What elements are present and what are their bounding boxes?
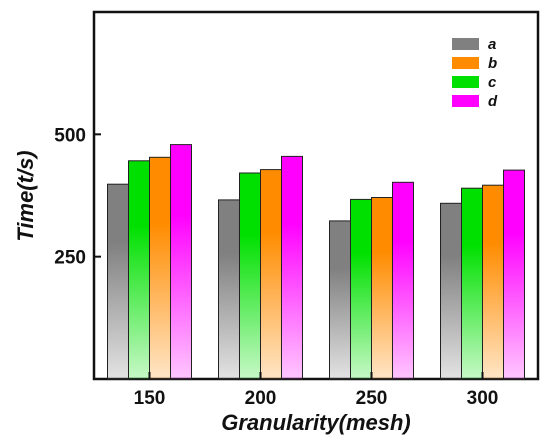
legend-swatch-d xyxy=(452,95,479,107)
bar-c-200 xyxy=(239,172,261,380)
y-tick-label-250: 250 xyxy=(54,248,86,269)
bar-d-150 xyxy=(170,144,192,380)
bar-a-250 xyxy=(329,220,351,380)
legend-label-d: d xyxy=(488,93,498,110)
bar-c-300 xyxy=(461,187,483,380)
x-tick-label-200: 200 xyxy=(245,388,277,409)
bar-b-200 xyxy=(260,169,282,380)
x-tick-label-150: 150 xyxy=(134,388,166,409)
bar-c-150 xyxy=(128,160,150,380)
x-tick-label-250: 250 xyxy=(356,388,388,409)
bar-b-250 xyxy=(371,197,393,380)
bar-c-250 xyxy=(350,198,372,380)
y-tick-label-500: 500 xyxy=(54,125,86,146)
legend-label-b: b xyxy=(488,55,497,72)
bar-a-200 xyxy=(218,199,240,380)
bar-d-200 xyxy=(281,155,303,380)
legend-label-a: a xyxy=(488,36,496,53)
bar-a-300 xyxy=(440,202,462,380)
plot-frame xyxy=(92,10,540,381)
legend-swatch-c xyxy=(452,76,479,88)
bar-a-150 xyxy=(107,183,129,380)
legend-swatch-a xyxy=(452,38,479,50)
bar-d-250 xyxy=(392,181,414,380)
x-tick-label-300: 300 xyxy=(467,388,499,409)
x-axis: 150 200 250 300 xyxy=(134,372,499,409)
x-axis-title: Granularity(mesh) xyxy=(221,410,411,435)
legend-label-c: c xyxy=(488,74,497,91)
y-axis-title: Time(t/s) xyxy=(13,150,38,241)
bar-d-300 xyxy=(503,169,525,380)
y-axis: 250 500 xyxy=(54,125,101,269)
bar-b-300 xyxy=(482,184,504,380)
bars-group xyxy=(107,144,525,380)
legend-swatch-b xyxy=(452,57,479,69)
bar-b-150 xyxy=(149,156,171,380)
